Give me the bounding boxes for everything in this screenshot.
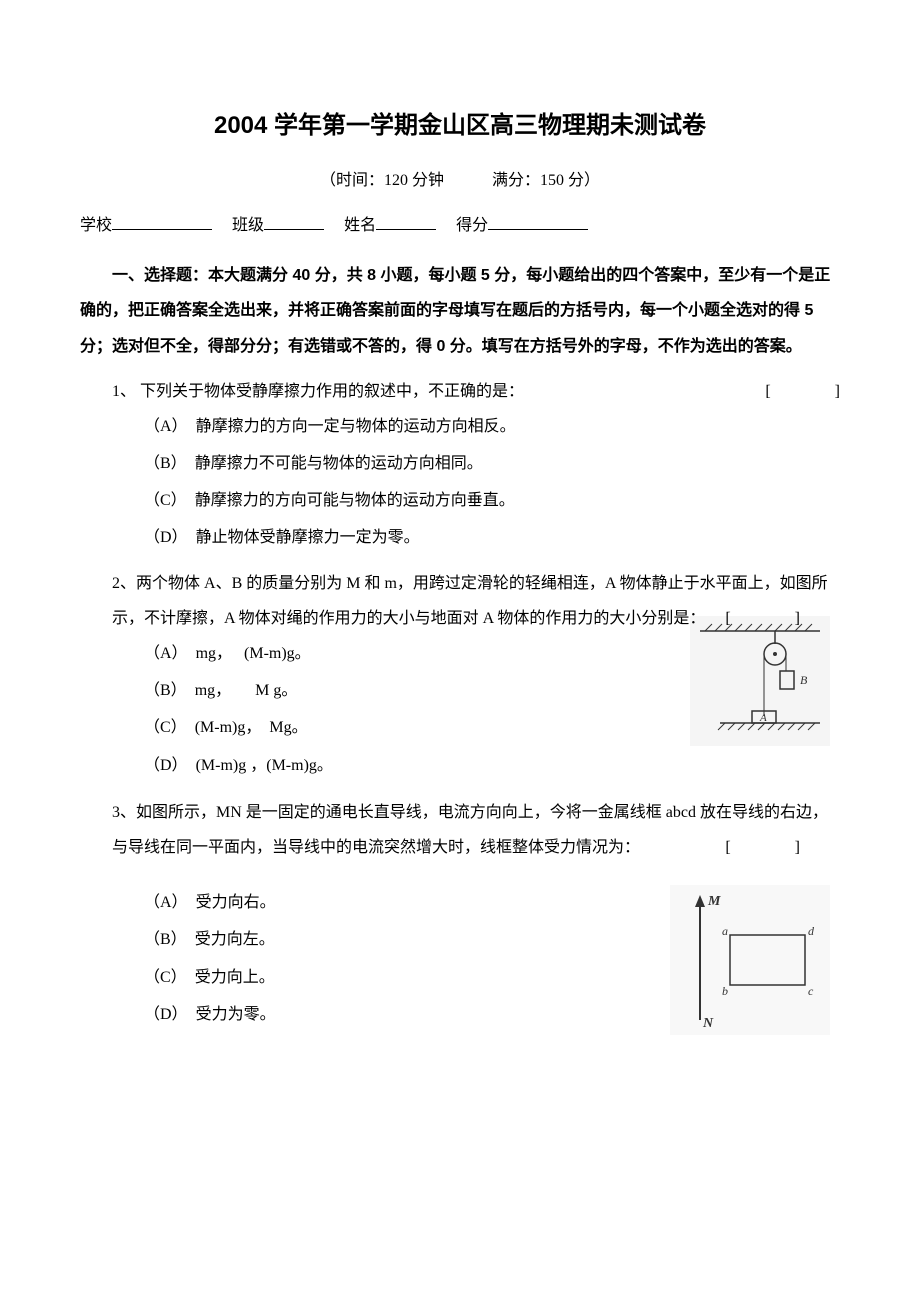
exam-subtitle: （时间：120 分钟 满分：150 分）: [80, 163, 840, 198]
q1-opt-d-text: 静止物体受静摩擦力一定为零。: [196, 529, 420, 546]
q2-number: 2、: [112, 575, 136, 592]
q2-opt-c-label: （C）: [144, 719, 179, 736]
question-3: 3、如图所示，MN 是一固定的通电长直导线，电流方向向上，今将一金属线框 abc…: [112, 795, 840, 1035]
question-3-text: 3、如图所示，MN 是一固定的通电长直导线，电流方向向上，今将一金属线框 abc…: [112, 795, 840, 865]
q1-opt-c-text: 静摩擦力的方向可能与物体的运动方向垂直。: [195, 492, 515, 509]
q1-opt-a-text: 静摩擦力的方向一定与物体的运动方向相反。: [196, 418, 516, 435]
q2-stem: 两个物体 A、B 的质量分别为 M 和 m，用跨过定滑轮的轻绳相连，A 物体静止…: [112, 575, 828, 627]
q1-opt-b-text: 静摩擦力不可能与物体的运动方向相同。: [195, 455, 483, 472]
q1-number: 1、: [112, 383, 136, 400]
q3-number: 3、: [112, 804, 136, 821]
q3-opt-c-text: 受力向上。: [195, 969, 275, 986]
q2-opt-a-label: （A）: [144, 645, 180, 662]
q1-opt-d-label: （D）: [144, 529, 180, 546]
question-2-text: 2、两个物体 A、B 的质量分别为 M 和 m，用跨过定滑轮的轻绳相连，A 物体…: [112, 566, 840, 636]
blank-name[interactable]: [376, 212, 436, 230]
label-B: B: [800, 673, 808, 687]
blank-school[interactable]: [112, 212, 212, 230]
q3-figure: M N a d b c: [670, 885, 830, 1035]
q2-opt-d-label: （D）: [144, 757, 180, 774]
student-info-line: 学校 班级 姓名 得分: [80, 208, 840, 243]
label-class: 班级: [232, 217, 264, 234]
wire-frame-diagram-icon: M N a d b c: [670, 885, 830, 1035]
label-b: b: [722, 984, 728, 998]
q2-answer-bracket[interactable]: [ ]: [725, 601, 800, 636]
q3-stem: 如图所示，MN 是一固定的通电长直导线，电流方向向上，今将一金属线框 abcd …: [112, 804, 828, 856]
label-school: 学校: [80, 217, 112, 234]
q3-opt-b-text: 受力向左。: [195, 931, 275, 948]
q3-answer-bracket[interactable]: [ ]: [725, 830, 800, 865]
q2-opt-d-text: (M-m)g ，(M-m)g。: [196, 757, 333, 774]
q3-opt-a-text: 受力向右。: [196, 894, 276, 911]
label-c: c: [808, 984, 814, 998]
q1-option-d: （D） 静止物体受静摩擦力一定为零。: [144, 520, 840, 555]
q2-opt-c-text: (M-m)g， Mg。: [195, 719, 308, 736]
q1-option-b: （B） 静摩擦力不可能与物体的运动方向相同。: [144, 446, 840, 481]
q3-opt-d-label: （D）: [144, 1006, 180, 1023]
label-a: a: [722, 924, 728, 938]
blank-class[interactable]: [264, 212, 324, 230]
section-instructions: 一、选择题：本大题满分 40 分，共 8 小题，每小题 5 分，每小题给出的四个…: [80, 258, 840, 364]
label-score: 得分: [456, 217, 488, 234]
label-name: 姓名: [344, 217, 376, 234]
q3-opt-d-text: 受力为零。: [196, 1006, 276, 1023]
label-A: A: [759, 712, 767, 724]
question-2: 2、两个物体 A、B 的质量分别为 M 和 m，用跨过定滑轮的轻绳相连，A 物体…: [112, 566, 840, 785]
q2-opt-b-text: mg， M g。: [195, 682, 298, 699]
exam-title: 2004 学年第一学期金山区高三物理期未测试卷: [80, 100, 840, 153]
q1-option-a: （A） 静摩擦力的方向一定与物体的运动方向相反。: [144, 409, 840, 444]
q1-stem: 下列关于物体受静摩擦力作用的叙述中，不正确的是：: [140, 383, 524, 400]
q2-opt-b-label: （B）: [144, 682, 179, 699]
q2-option-d: （D） (M-m)g ，(M-m)g。: [144, 748, 840, 783]
label-d: d: [808, 924, 815, 938]
q3-opt-c-label: （C）: [144, 969, 179, 986]
q1-opt-a-label: （A）: [144, 418, 180, 435]
q1-opt-c-label: （C）: [144, 492, 179, 509]
question-1-text: 1、 下列关于物体受静摩擦力作用的叙述中，不正确的是： [ ]: [112, 374, 840, 409]
label-M: M: [707, 894, 721, 909]
question-1: 1、 下列关于物体受静摩擦力作用的叙述中，不正确的是： [ ] （A） 静摩擦力…: [112, 374, 840, 556]
q2-opt-a-text: mg， (M-m)g。: [196, 645, 311, 662]
q3-opt-a-label: （A）: [144, 894, 180, 911]
q1-answer-bracket[interactable]: [ ]: [765, 374, 840, 409]
q3-opt-b-label: （B）: [144, 931, 179, 948]
q1-opt-b-label: （B）: [144, 455, 179, 472]
label-N: N: [702, 1016, 714, 1031]
q1-option-c: （C） 静摩擦力的方向可能与物体的运动方向垂直。: [144, 483, 840, 518]
q1-options: （A） 静摩擦力的方向一定与物体的运动方向相反。 （B） 静摩擦力不可能与物体的…: [144, 409, 840, 556]
blank-score[interactable]: [488, 212, 588, 230]
